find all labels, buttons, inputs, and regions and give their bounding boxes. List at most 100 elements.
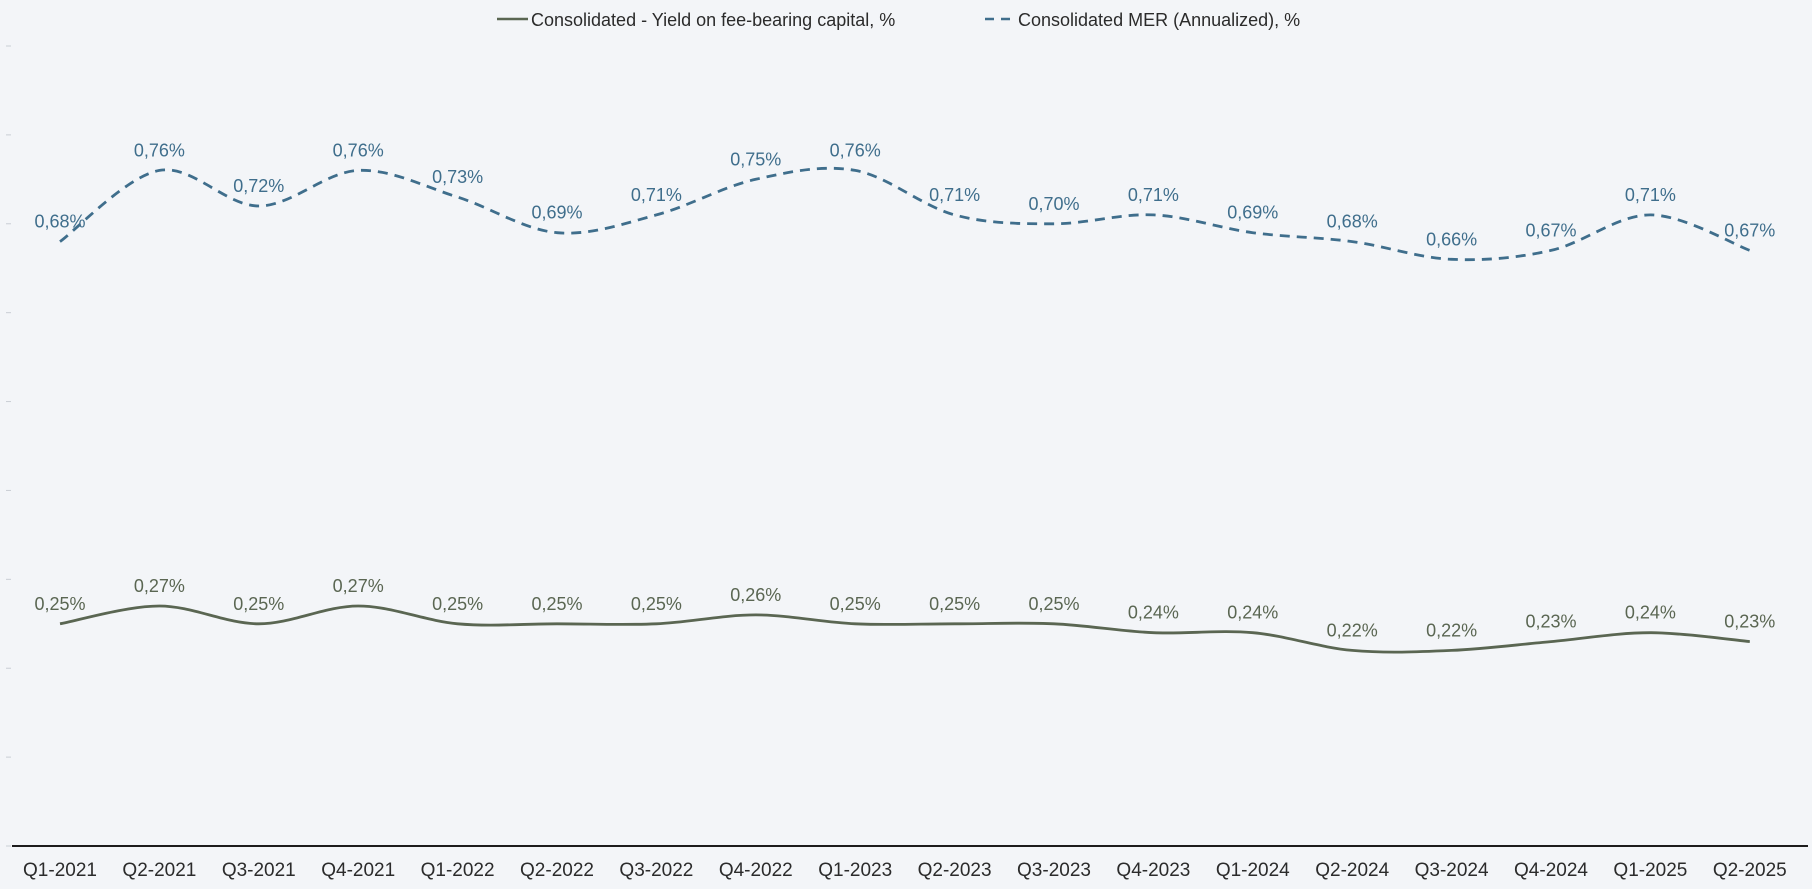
data-point-yield	[1450, 648, 1454, 652]
data-label-mer: 0,68%	[34, 212, 85, 232]
legend-label-yield: Consolidated - Yield on fee-bearing capi…	[531, 10, 895, 30]
data-label-mer: 0,67%	[1525, 220, 1576, 240]
y-axis-ticks	[6, 45, 11, 847]
x-tick-label: Q2-2022	[520, 860, 594, 881]
data-point-yield	[754, 613, 758, 617]
x-tick-label: Q2-2024	[1315, 860, 1389, 881]
data-label-yield: 0,25%	[531, 594, 582, 614]
data-point-mer	[1549, 248, 1553, 252]
x-tick-label: Q1-2021	[23, 860, 97, 881]
series-line-yield	[59, 604, 1750, 654]
data-label-yield: 0,25%	[1028, 594, 1079, 614]
x-tick-label: Q1-2023	[818, 860, 892, 881]
data-point-mer	[1251, 231, 1255, 235]
series-line-mer	[59, 166, 1751, 262]
legend-label-mer: Consolidated MER (Annualized), %	[1018, 10, 1300, 30]
legend: Consolidated - Yield on fee-bearing capi…	[497, 10, 1300, 30]
data-label-mer: 0,70%	[1028, 194, 1079, 214]
data-label-mer: 0,71%	[1128, 185, 1179, 205]
data-label-mer: 0,67%	[1724, 220, 1775, 240]
data-point-mer	[58, 240, 62, 244]
data-point-mer	[953, 213, 957, 217]
x-tick-label: Q1-2022	[421, 860, 495, 881]
data-label-yield: 0,25%	[432, 594, 483, 614]
data-label-yield: 0,24%	[1227, 603, 1278, 623]
data-label-mer: 0,71%	[929, 185, 980, 205]
data-point-mer	[754, 177, 758, 181]
data-label-yield: 0,22%	[1426, 620, 1477, 640]
data-label-yield: 0,25%	[929, 594, 980, 614]
data-point-mer	[853, 168, 857, 172]
x-tick-label: Q3-2023	[1017, 860, 1091, 881]
data-point-yield	[555, 622, 559, 626]
data-label-mer: 0,76%	[830, 140, 881, 160]
data-label-yield: 0,27%	[134, 576, 185, 596]
data-label-mer: 0,76%	[134, 140, 185, 160]
data-label-mer: 0,68%	[1327, 212, 1378, 232]
data-point-yield	[1151, 631, 1155, 635]
data-label-yield: 0,24%	[1128, 603, 1179, 623]
data-label-yield: 0,27%	[333, 576, 384, 596]
data-label-yield: 0,25%	[34, 594, 85, 614]
data-label-mer: 0,71%	[1625, 185, 1676, 205]
x-tick-label: Q1-2024	[1216, 860, 1290, 881]
x-tick-label: Q3-2021	[222, 860, 296, 881]
data-point-yield	[1748, 640, 1752, 644]
data-point-mer	[257, 204, 261, 208]
data-point-mer	[1350, 240, 1354, 244]
data-label-yield: 0,26%	[730, 585, 781, 605]
series-layer	[58, 166, 1752, 654]
data-point-yield	[356, 604, 360, 608]
data-point-mer	[1052, 222, 1056, 226]
data-label-mer: 0,75%	[730, 149, 781, 169]
data-label-mer: 0,71%	[631, 185, 682, 205]
data-label-yield: 0,23%	[1724, 612, 1775, 632]
data-label-mer: 0,76%	[333, 140, 384, 160]
data-point-mer	[654, 213, 658, 217]
data-point-yield	[58, 622, 62, 626]
data-point-yield	[1052, 622, 1056, 626]
data-point-yield	[157, 604, 161, 608]
data-point-yield	[1350, 648, 1354, 652]
data-point-mer	[555, 231, 559, 235]
data-point-yield	[257, 622, 261, 626]
x-tick-label: Q3-2022	[619, 860, 693, 881]
x-tick-label: Q2-2023	[918, 860, 992, 881]
x-tick-label: Q4-2024	[1514, 860, 1588, 881]
data-point-mer	[1151, 213, 1155, 217]
x-axis-tick-labels: Q1-2021 Q2-2021 Q3-2021 Q4-2021 Q1-2022 Q2-20…	[23, 860, 1787, 881]
x-tick-label: Q2-2025	[1713, 860, 1787, 881]
x-tick-label: Q3-2024	[1415, 860, 1489, 881]
data-label-mer: 0,69%	[1227, 203, 1278, 223]
data-point-yield	[853, 622, 857, 626]
data-point-mer	[1748, 248, 1752, 252]
data-point-yield	[1648, 631, 1652, 635]
data-labels: 0,25% 0,27% 0,25% 0,27% 0,25% 0,25% 0,25% 0,26%…	[34, 140, 1775, 640]
data-point-mer	[456, 195, 460, 199]
data-label-yield: 0,25%	[631, 594, 682, 614]
data-label-yield: 0,23%	[1525, 612, 1576, 632]
data-label-yield: 0,25%	[830, 594, 881, 614]
x-tick-label: Q4-2023	[1116, 860, 1190, 881]
data-point-yield	[654, 622, 658, 626]
data-label-mer: 0,72%	[233, 176, 284, 196]
data-point-mer	[157, 168, 161, 172]
data-point-mer	[1450, 257, 1454, 261]
data-label-yield: 0,22%	[1327, 620, 1378, 640]
data-point-mer	[1648, 213, 1652, 217]
data-point-yield	[456, 622, 460, 626]
data-point-yield	[1549, 640, 1553, 644]
data-point-mer	[356, 168, 360, 172]
data-point-yield	[1251, 631, 1255, 635]
x-tick-label: Q2-2021	[122, 860, 196, 881]
x-tick-label: Q4-2022	[719, 860, 793, 881]
data-label-yield: 0,25%	[233, 594, 284, 614]
data-label-mer: 0,69%	[531, 203, 582, 223]
data-label-yield: 0,24%	[1625, 603, 1676, 623]
data-point-yield	[953, 622, 957, 626]
data-label-mer: 0,73%	[432, 167, 483, 187]
x-tick-label: Q4-2021	[321, 860, 395, 881]
x-tick-label: Q1-2025	[1613, 860, 1687, 881]
data-label-mer: 0,66%	[1426, 229, 1477, 249]
